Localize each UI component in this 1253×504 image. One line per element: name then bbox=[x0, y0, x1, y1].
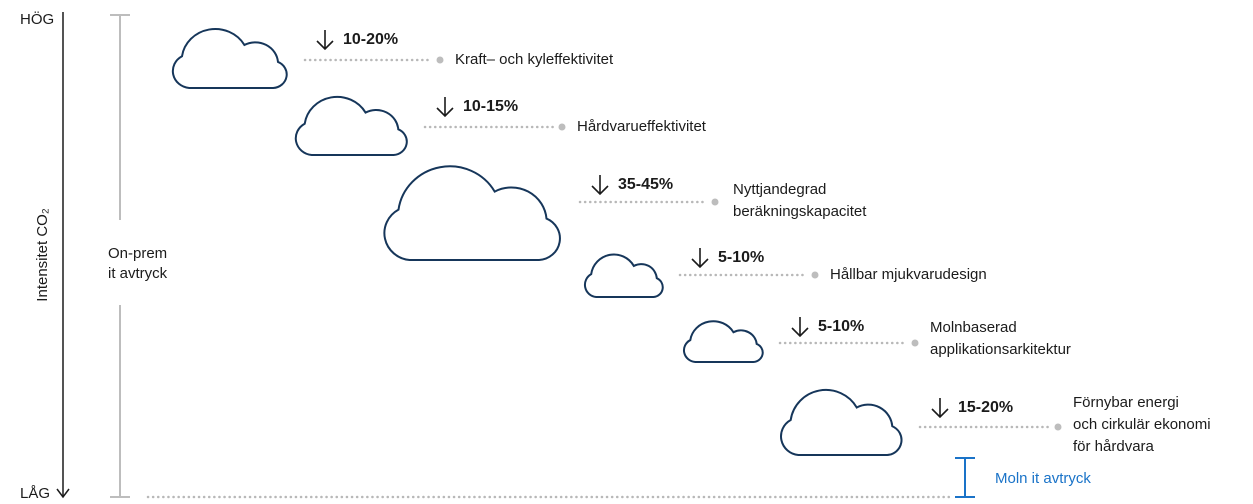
cloud bbox=[384, 166, 560, 260]
cloud bbox=[781, 390, 902, 455]
cloud bbox=[684, 321, 763, 362]
connector-dot bbox=[558, 123, 566, 131]
step-label: Nyttjandegrad bbox=[733, 181, 826, 198]
cloud bbox=[173, 29, 287, 88]
down-arrow bbox=[436, 97, 454, 118]
step-label: Förnybar energi bbox=[1073, 394, 1179, 411]
step-label: Kraft– och kyleffektivitet bbox=[455, 51, 614, 68]
down-arrow bbox=[931, 398, 949, 419]
reduction: 10-15% bbox=[463, 98, 518, 115]
down-arrow bbox=[791, 317, 809, 338]
step-label: Molnbaserad bbox=[930, 319, 1017, 336]
connector-dot bbox=[1054, 423, 1062, 431]
connector-dot bbox=[436, 56, 444, 64]
step-label: applikationsarkitektur bbox=[930, 341, 1071, 358]
on-prem-label: On-prem bbox=[108, 245, 167, 262]
axis-low: LÅG bbox=[20, 485, 50, 502]
reduction: 5-10% bbox=[818, 318, 864, 335]
reduction: 5-10% bbox=[718, 249, 764, 266]
step-label: beräkningskapacitet bbox=[733, 203, 867, 220]
down-arrow bbox=[591, 175, 609, 196]
cloud bbox=[585, 254, 663, 297]
connector-dot bbox=[811, 271, 819, 279]
reduction: 15-20% bbox=[958, 399, 1013, 416]
on-prem-label: it avtryck bbox=[108, 265, 168, 282]
connector-dot bbox=[911, 339, 919, 347]
cloud-label: Moln it avtryck bbox=[995, 470, 1091, 487]
down-arrow bbox=[316, 30, 334, 51]
reduction: 35-45% bbox=[618, 176, 673, 193]
axis-label: Intensitet CO₂ bbox=[34, 208, 51, 302]
cloud bbox=[296, 97, 407, 155]
reduction: 10-20% bbox=[343, 31, 398, 48]
step-label: Hållbar mjukvarudesign bbox=[830, 266, 987, 283]
cloud-bracket bbox=[955, 457, 975, 498]
step-label: och cirkulär ekonomi bbox=[1073, 416, 1211, 433]
on-prem-bracket bbox=[110, 14, 130, 498]
connector-dot bbox=[711, 198, 719, 206]
axis-high: HÖG bbox=[20, 10, 54, 28]
down-arrow bbox=[691, 248, 709, 269]
step-label: för hårdvara bbox=[1073, 438, 1155, 455]
step-label: Hårdvarueffektivitet bbox=[577, 118, 707, 135]
axis-arrow bbox=[56, 488, 70, 499]
